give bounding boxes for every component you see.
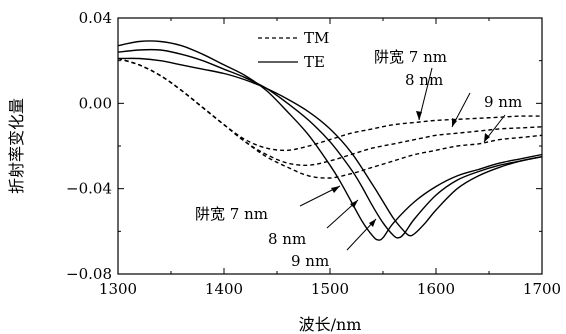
y-tick-label: 0.04	[79, 9, 112, 27]
x-tick-label: 1700	[523, 280, 561, 298]
te-gap-8-arrowhead	[350, 200, 358, 208]
series-te-9nm	[117, 57, 543, 237]
plot-area	[117, 17, 543, 275]
x-tick-label: 1400	[205, 280, 243, 298]
x-tick-label: 1600	[417, 280, 455, 298]
tm-gap-7-arrowhead	[416, 111, 422, 120]
tm-gap-7-arrow	[418, 67, 433, 121]
x-tick-label: 1500	[311, 280, 349, 298]
axis-ticks: 1300 1400 1500 1600 1700 0.04 0.00 −0.04 −0.08	[66, 9, 561, 298]
series-tm-9nm	[117, 57, 543, 179]
y-tick-label: 0.00	[79, 94, 112, 112]
y-axis-label: 折射率变化量	[7, 98, 26, 194]
y-tick-label: −0.08	[66, 265, 112, 283]
series-te-8nm	[117, 48, 543, 239]
te-gap-7-label: 阱宽 7 nm	[195, 205, 268, 223]
tm-gap-8-label: 8 nm	[405, 71, 443, 89]
te-gap-8-label: 8 nm	[268, 230, 306, 248]
te-gap-9-arrowhead	[369, 219, 376, 227]
annotations: 阱宽 7 nm 8 nm 9 nm 阱宽 7 nm 8 nm 9 nm	[195, 48, 522, 270]
series-layer	[117, 40, 543, 241]
tm-gap-7-label: 阱宽 7 nm	[374, 48, 447, 66]
te-gap-9-label: 9 nm	[291, 252, 329, 270]
tm-gap-9-label: 9 nm	[484, 93, 522, 111]
tm-gap-9-arrowhead	[484, 133, 490, 142]
plot-frame	[117, 17, 543, 275]
te-gap-7-arrowhead	[331, 186, 340, 193]
series-tm-8nm	[117, 57, 543, 166]
tm-gap-8-arrowhead	[452, 118, 457, 127]
series-tm-7nm	[117, 57, 543, 152]
x-tick-label: 1300	[99, 280, 137, 298]
x-axis-label: 波长/nm	[299, 315, 362, 334]
legend-tm-label: TM	[304, 29, 329, 47]
y-tick-label: −0.04	[66, 180, 112, 198]
legend: TM TE	[258, 29, 329, 71]
series-te-7nm	[117, 40, 543, 241]
legend-te-label: TE	[304, 53, 325, 71]
